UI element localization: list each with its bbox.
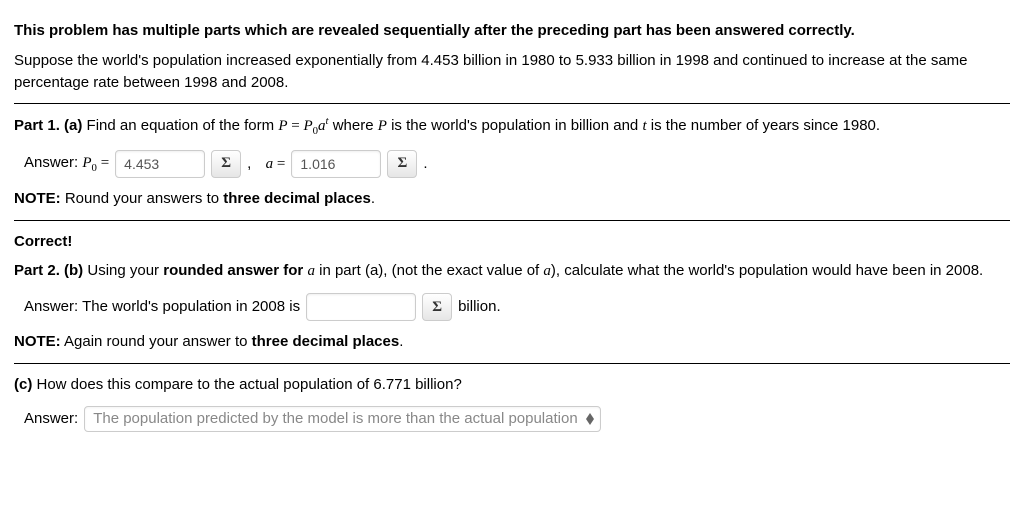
a-input[interactable] <box>291 150 381 178</box>
divider <box>14 103 1010 104</box>
partc-answer-row: Answer: The population predicted by the … <box>14 406 1010 432</box>
problem-premise: Suppose the world's population increased… <box>14 50 1010 94</box>
answer-label: Answer: P0 = <box>24 152 109 177</box>
divider <box>14 363 1010 364</box>
period: . <box>423 153 427 175</box>
sigma-icon: Σ <box>221 155 231 172</box>
sigma-button-p0[interactable]: Σ <box>211 150 241 178</box>
part2-answer-suffix: billion. <box>458 296 501 318</box>
select-stepper-icon <box>586 413 594 425</box>
part1-answer-row: Answer: P0 = Σ , a = Σ . <box>14 150 1010 178</box>
compare-select[interactable]: The population predicted by the model is… <box>84 406 600 432</box>
pop-2008-input[interactable] <box>306 293 416 321</box>
part1-prompt: Part 1. (a) Find an equation of the form… <box>14 114 1010 140</box>
partc-prompt: (c) How does this compare to the actual … <box>14 374 1010 396</box>
sequential-warning: This problem has multiple parts which ar… <box>14 20 1010 42</box>
part2-prompt: Part 2. (b) Using your rounded answer fo… <box>14 260 1010 283</box>
compare-select-value: The population predicted by the model is… <box>93 408 577 430</box>
partc-answer-label: Answer: <box>24 408 78 430</box>
a-label: a = <box>257 153 285 176</box>
comma: , <box>247 153 251 175</box>
divider <box>14 220 1010 221</box>
sigma-icon: Σ <box>432 299 442 316</box>
p0-input[interactable] <box>115 150 205 178</box>
part2-answer-row: Answer: The world's population in 2008 i… <box>14 293 1010 321</box>
part2-note: NOTE: Again round your answer to three d… <box>14 331 1010 353</box>
correct-feedback: Correct! <box>14 231 1010 253</box>
sigma-button-2008[interactable]: Σ <box>422 293 452 321</box>
part2-answer-prefix: Answer: The world's population in 2008 i… <box>24 296 300 318</box>
sequential-warning-text: This problem has multiple parts which ar… <box>14 22 855 39</box>
sigma-icon: Σ <box>397 155 407 172</box>
part1-note: NOTE: Round your answers to three decima… <box>14 188 1010 210</box>
sigma-button-a[interactable]: Σ <box>387 150 417 178</box>
